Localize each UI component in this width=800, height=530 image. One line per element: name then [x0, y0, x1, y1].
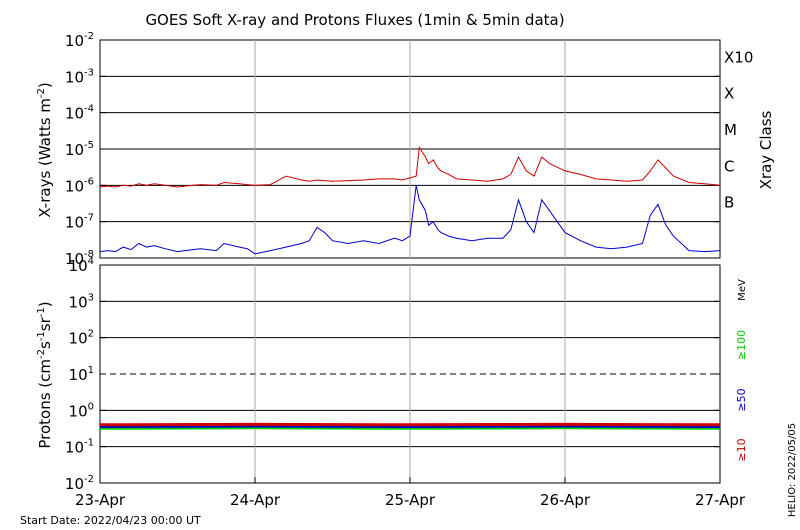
- x-tick-label: 24-Apr: [230, 491, 281, 509]
- xray-ytick-label: 10-6: [65, 176, 94, 195]
- xray-ytick-label: 10-4: [65, 104, 94, 123]
- proton-ytick-label: 10-2: [65, 474, 94, 493]
- x-tick-label: 26-Apr: [540, 491, 591, 509]
- xray-ytick-label: 10-8: [65, 249, 94, 268]
- proton-ytick-label: 104: [69, 256, 94, 275]
- proton-ytick-label: 102: [69, 329, 94, 348]
- xray-ytick-label: 10-2: [65, 31, 94, 50]
- xray-class-label: M: [724, 121, 737, 139]
- xray-series: [99, 146, 721, 255]
- xray-flux-line: [99, 185, 721, 255]
- x-axis-ticks: 23-Apr 24-Apr 25-Apr 26-Apr 27-Apr: [75, 477, 746, 509]
- proton-ylabel: Protons (cm-2s-1sr-1): [36, 301, 54, 448]
- chart-title: GOES Soft X-ray and Protons Fluxes (1min…: [145, 11, 564, 29]
- xray-class-labels: B CMX X10: [724, 48, 753, 211]
- proton-ytick-label: 100: [69, 401, 94, 420]
- proton-flux-line: [99, 424, 721, 429]
- proton-grid: [100, 265, 720, 483]
- x-tick-label: 25-Apr: [385, 491, 436, 509]
- proton-legend: MeV ≥100 ≥50 ≥10: [735, 279, 748, 462]
- legend-entry: ≥100: [735, 330, 748, 360]
- proton-ytick-label: 101: [69, 365, 94, 384]
- xray-ytick-label: 10-5: [65, 140, 94, 159]
- proton-ytick-label: 10-1: [65, 438, 94, 457]
- legend-unit: MeV: [737, 279, 748, 301]
- xray-class-axis-label: Xray Class: [757, 110, 775, 189]
- proton-ytick-label: 103: [69, 292, 94, 311]
- xray-flux-line: [99, 146, 721, 188]
- x-tick-label: 27-Apr: [695, 491, 746, 509]
- proton-series: [99, 422, 721, 430]
- proton-y-ticks: 10-2 10-1 100 101 102 103 104: [65, 256, 720, 493]
- start-date: Start Date: 2022/04/23 00:00 UT: [20, 514, 201, 527]
- xray-ylabel: X-rays (Watts m-2): [36, 82, 54, 217]
- xray-class-label: B: [724, 194, 734, 212]
- legend-entry: ≥50: [735, 388, 748, 411]
- xray-class-label: X: [724, 85, 734, 103]
- legend-entry: ≥10: [735, 438, 748, 461]
- xray-y-ticks: 10-8 10-7 10-6 10-5 10-4 10-3 10-2: [65, 31, 720, 268]
- x-tick-label: 23-Apr: [75, 491, 126, 509]
- xray-class-label: C: [724, 157, 734, 175]
- xray-ytick-label: 10-3: [65, 67, 94, 86]
- xray-ytick-label: 10-7: [65, 213, 94, 232]
- xray-class-label: X10: [724, 48, 753, 66]
- proton-flux-line: [99, 426, 721, 430]
- side-stamp: HELIO: 2022/05/05: [787, 423, 798, 517]
- xray-grid: [100, 40, 720, 258]
